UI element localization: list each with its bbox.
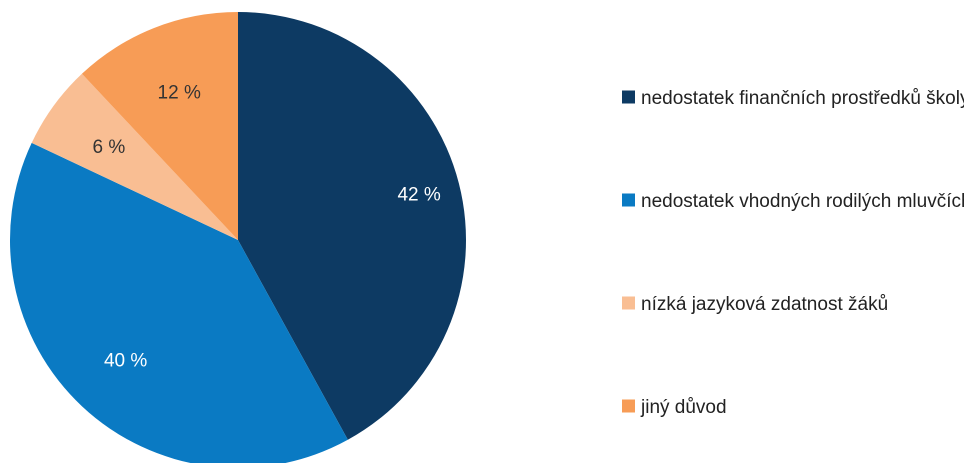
legend-label-4: jiný důvod xyxy=(640,397,727,418)
legend-swatch-4 xyxy=(622,399,635,413)
legend-swatch-2 xyxy=(622,193,635,207)
slice-data-label-2: 40 % xyxy=(104,351,147,372)
pie-slice-2 xyxy=(9,142,348,463)
legend-swatch-1 xyxy=(622,90,635,104)
slice-data-label-1: 42 % xyxy=(397,185,440,206)
pie-slice-1 xyxy=(238,12,467,440)
legend-swatch-3 xyxy=(622,296,635,310)
legend-label-3: nízká jazyková zdatnost žáků xyxy=(641,294,888,315)
slice-data-label-3: 6 % xyxy=(93,137,126,158)
pie-slice-3 xyxy=(31,73,239,240)
pie-slices xyxy=(9,12,467,463)
legend-label-1: nedostatek finančních prostředků školy xyxy=(641,88,964,109)
slice-data-label-4: 12 % xyxy=(158,83,201,104)
legend-label-2: nedostatek vhodných rodilých mluvčích xyxy=(641,191,964,212)
pie-slice-4 xyxy=(81,12,238,240)
pie-slice-labels: 42 % 40 % 6 % 12 % xyxy=(93,83,441,372)
legend: nedostatek finančních prostředků školy ne… xyxy=(622,88,964,418)
